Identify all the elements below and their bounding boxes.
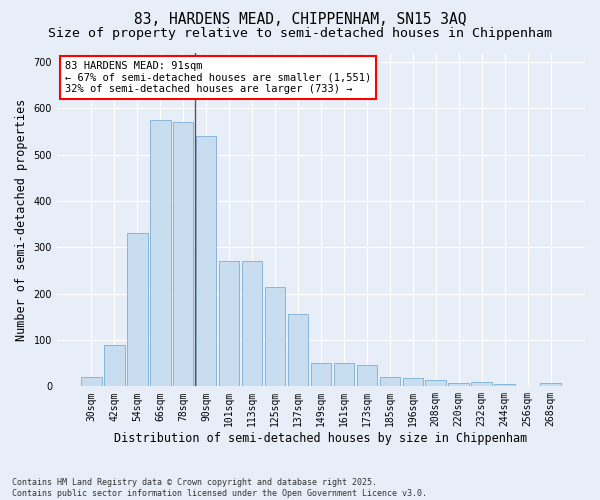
Bar (196, 136, 217, 386)
Bar (541, 383, 561, 386)
Bar (81, 377, 101, 386)
Bar (127, 234, 148, 386)
Bar (448, 382, 469, 386)
Y-axis label: Number of semi-detached properties: Number of semi-detached properties (15, 98, 28, 340)
Bar (472, 382, 492, 386)
Text: Contains HM Land Registry data © Crown copyright and database right 2025.
Contai: Contains HM Land Registry data © Crown c… (12, 478, 427, 498)
Bar (104, 344, 125, 387)
X-axis label: Distribution of semi-detached houses by size in Chippenham: Distribution of semi-detached houses by … (115, 432, 527, 445)
Text: 83, HARDENS MEAD, CHIPPENHAM, SN15 3AQ: 83, HARDENS MEAD, CHIPPENHAM, SN15 3AQ (134, 12, 466, 28)
Bar (173, 122, 193, 386)
Bar (334, 363, 354, 386)
Bar (150, 120, 170, 386)
Bar (219, 261, 239, 386)
Bar (403, 378, 423, 386)
Bar (242, 261, 262, 386)
Text: Size of property relative to semi-detached houses in Chippenham: Size of property relative to semi-detach… (48, 28, 552, 40)
Text: 83 HARDENS MEAD: 91sqm
← 67% of semi-detached houses are smaller (1,551)
32% of : 83 HARDENS MEAD: 91sqm ← 67% of semi-det… (65, 61, 371, 94)
Bar (356, 366, 377, 386)
Bar (311, 363, 331, 386)
Bar (287, 314, 308, 386)
Bar (265, 286, 286, 386)
Bar (380, 377, 400, 386)
Bar (494, 384, 515, 386)
Bar (425, 380, 446, 386)
